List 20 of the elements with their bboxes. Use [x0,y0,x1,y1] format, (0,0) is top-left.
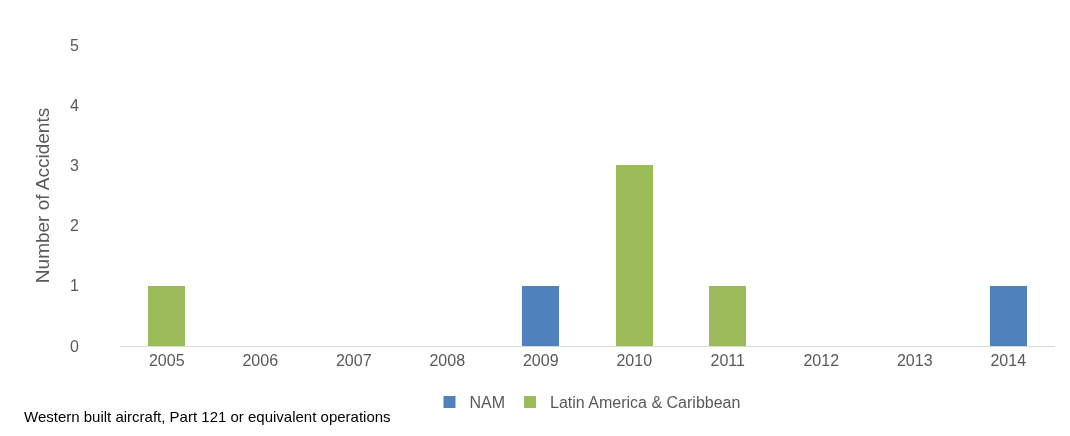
legend-label: Latin America & Caribbean [550,394,741,412]
x-tick-label: 2006 [242,352,279,370]
x-tick-label: 2010 [616,352,653,370]
x-tick-label: 2007 [335,352,372,370]
y-tick-label: 0 [70,337,80,355]
legend-label: NAM [469,394,506,412]
x-tick-label: 2013 [896,352,933,370]
x-tick-label: 2005 [148,352,185,370]
text: Western built aircraft, Part 121 or equivalent operations [24,408,391,425]
y-tick-label: 3 [70,157,80,174]
y-tick-label: 2 [70,217,80,235]
y-axis-title: Number of Accidents [31,107,53,284]
y-tick-label: 1 [70,277,80,295]
x-tick-label: 2011 [710,352,746,370]
y-tick-label: 4 [70,96,80,114]
y-tick-label: 5 [70,36,80,54]
x-tick-label: 2014 [990,352,1027,370]
x-tick-label: 2008 [429,352,466,370]
x-tick-label: 2009 [522,352,559,370]
x-tick-label: 2012 [803,352,840,370]
